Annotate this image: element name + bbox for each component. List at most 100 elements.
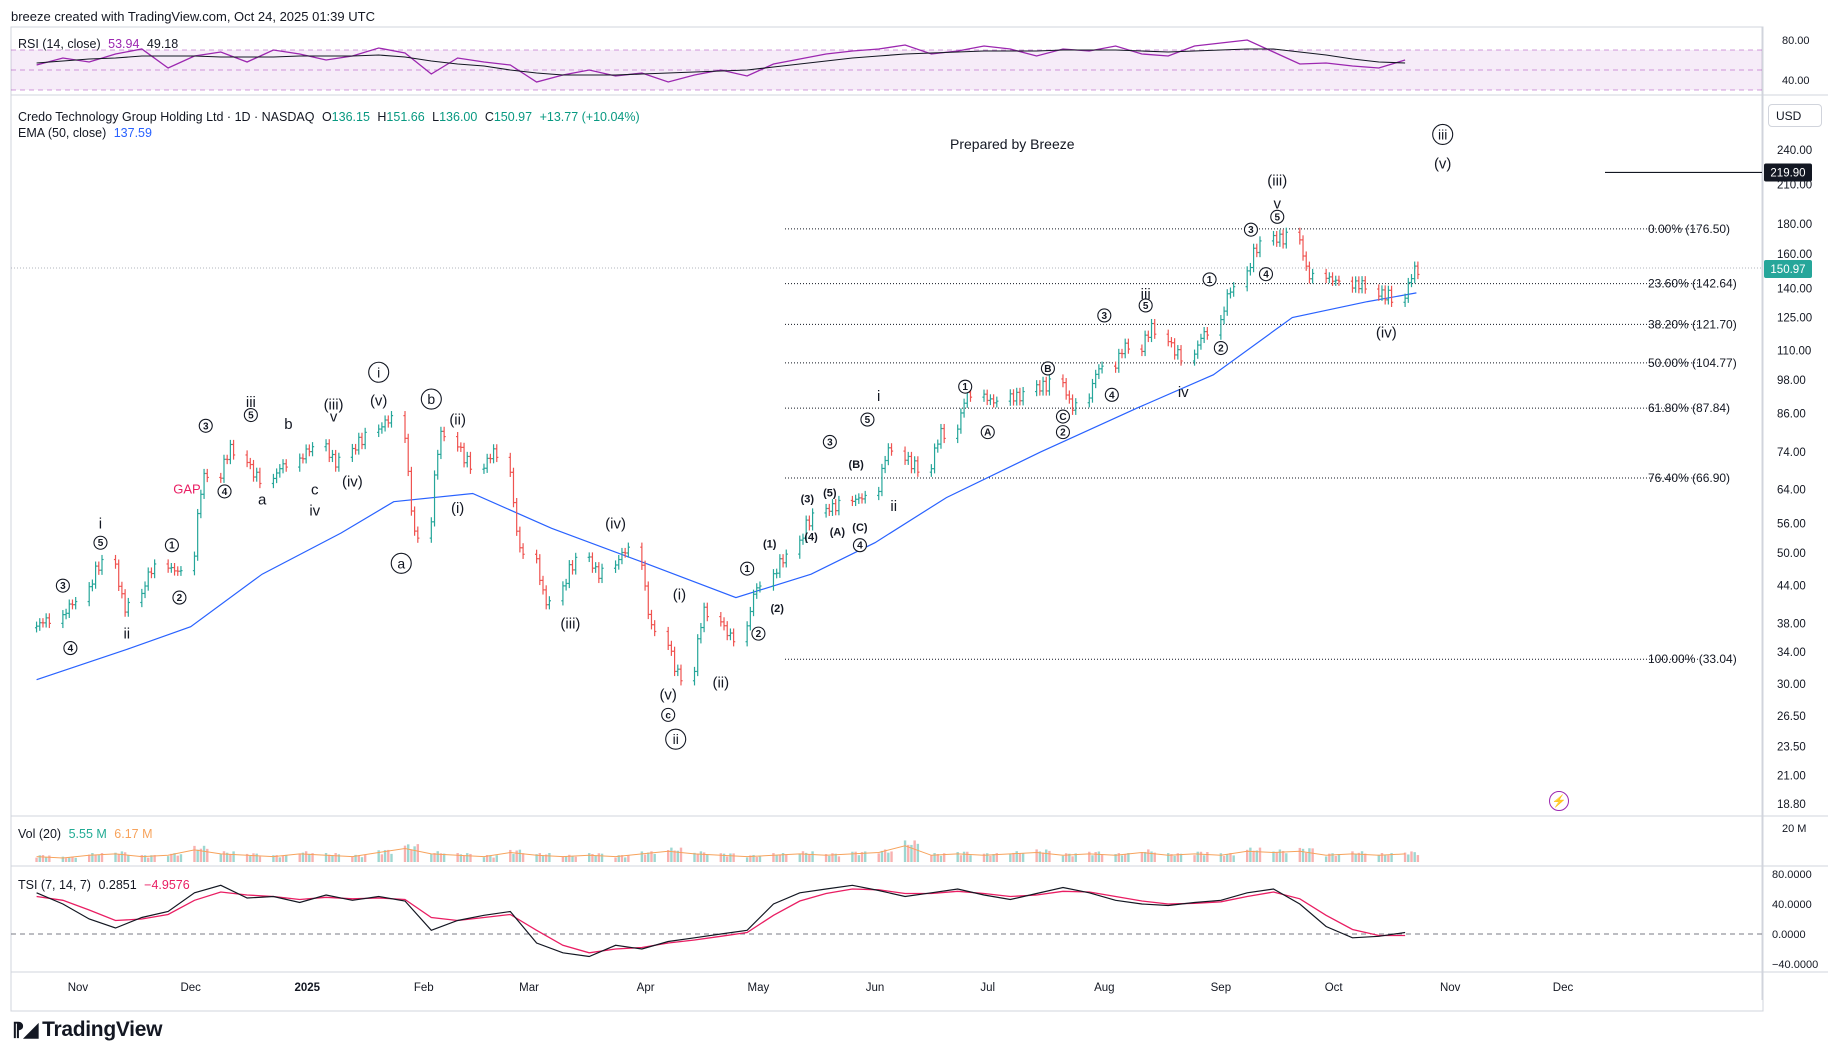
wave-label: (i) bbox=[673, 587, 686, 604]
last-price-tag: 150.97 bbox=[1770, 264, 1805, 276]
volume-bar bbox=[989, 855, 992, 862]
wave-circle bbox=[217, 484, 232, 499]
time-tick-label: 2025 bbox=[294, 982, 320, 994]
price-tick-label: 74.00 bbox=[1777, 447, 1806, 459]
currency-button[interactable]: USD bbox=[1768, 104, 1822, 127]
volume-bar bbox=[416, 844, 420, 862]
fib-label: 76.40% (66.90) bbox=[1648, 471, 1730, 485]
volume-bar bbox=[1364, 853, 1367, 862]
wave-label: 3 bbox=[1102, 311, 1108, 322]
time-tick-label: May bbox=[748, 982, 770, 994]
volume-bar bbox=[495, 855, 498, 862]
volume-bar bbox=[1258, 847, 1262, 862]
wave-label: (iv) bbox=[342, 474, 363, 491]
volume-bar bbox=[1068, 853, 1071, 862]
volume-bar bbox=[1360, 851, 1364, 862]
wave-circle bbox=[1055, 409, 1071, 424]
volume-bar bbox=[383, 850, 387, 862]
volume-bar bbox=[785, 854, 788, 862]
lightning-icon[interactable]: ⚡ bbox=[1549, 791, 1569, 811]
volume-bar bbox=[123, 852, 127, 862]
volume-bar bbox=[357, 855, 360, 862]
wave-label: (v) bbox=[659, 686, 677, 703]
ohlc-open: O136.15 bbox=[321, 110, 370, 124]
wave-label: (ii) bbox=[449, 412, 466, 429]
volume-bar bbox=[729, 853, 732, 862]
volume-bar bbox=[1012, 852, 1015, 862]
wave-label: 2 bbox=[1218, 344, 1224, 355]
wave-circle bbox=[1040, 361, 1055, 376]
volume-bar bbox=[71, 856, 74, 862]
wave-label: i bbox=[877, 388, 880, 405]
wave-circle bbox=[1202, 272, 1217, 287]
wave-label: 4 bbox=[857, 541, 863, 552]
volume-bar bbox=[219, 853, 222, 862]
volume-bar bbox=[1123, 854, 1127, 862]
price-tick-label: 38.00 bbox=[1777, 618, 1806, 630]
rsi-band bbox=[11, 50, 1762, 90]
tsi-value: 0.2851 bbox=[98, 878, 137, 892]
wave-circle bbox=[1213, 340, 1228, 356]
vol-value: 5.55 M bbox=[68, 827, 107, 841]
volume-bar bbox=[1387, 855, 1390, 862]
wave-circle bbox=[665, 728, 687, 750]
volume-bar bbox=[407, 844, 410, 862]
rsi-pane: 80.00 40.00 bbox=[11, 35, 1810, 91]
wave-label: i bbox=[377, 364, 380, 380]
volume-bar bbox=[719, 853, 723, 862]
symbol-legend[interactable]: Credo Technology Group Holding Ltd · 1D … bbox=[18, 110, 644, 124]
volume-bar bbox=[811, 851, 814, 862]
ema-legend[interactable]: EMA (50, close) 137.59 bbox=[18, 126, 156, 140]
volume-bar bbox=[1222, 855, 1226, 862]
volume-bar bbox=[245, 853, 249, 862]
volume-bar bbox=[962, 851, 966, 862]
wave-label: 4 bbox=[1109, 390, 1115, 401]
fib-label: 38.20% (121.70) bbox=[1648, 317, 1737, 331]
volume-bar bbox=[670, 847, 673, 862]
price-tick-label: 86.00 bbox=[1777, 409, 1806, 421]
wave-label: i bbox=[99, 516, 102, 533]
volume-bar bbox=[913, 840, 916, 862]
price-tick-label: 125.00 bbox=[1777, 313, 1812, 325]
volume-bar bbox=[410, 849, 413, 862]
volume-bar bbox=[617, 855, 620, 862]
tradingview-logo[interactable]: ⁋◢ TradingView bbox=[12, 1018, 162, 1042]
time-tick-label: Oct bbox=[1325, 982, 1344, 994]
wave-label: c bbox=[665, 710, 671, 721]
volume-bar bbox=[1334, 855, 1337, 862]
wave-label: (iii) bbox=[560, 615, 580, 632]
volume-bar bbox=[679, 847, 683, 862]
tsi-legend[interactable]: TSI (7, 14, 7) 0.2851 −4.9576 bbox=[18, 878, 194, 892]
price-tick-label: 23.50 bbox=[1777, 742, 1806, 754]
volume-bar bbox=[831, 853, 834, 862]
volume-bar bbox=[588, 853, 591, 862]
volume-bar bbox=[518, 849, 522, 862]
volume-bar bbox=[1071, 856, 1074, 862]
wave-label: iii bbox=[246, 394, 256, 411]
wave-circle bbox=[751, 626, 766, 641]
volume-bar bbox=[538, 853, 541, 862]
volume-ma-line bbox=[36, 845, 1406, 859]
volume-legend[interactable]: Vol (20) 5.55 M 6.17 M bbox=[18, 827, 157, 841]
volume-bar bbox=[304, 851, 308, 862]
volume-bar bbox=[808, 854, 811, 862]
volume-bar bbox=[883, 849, 887, 862]
volume-bar bbox=[48, 855, 51, 862]
volume-bar bbox=[752, 854, 755, 862]
vol-tick-label: 20 M bbox=[1782, 823, 1806, 835]
volume-bar bbox=[804, 852, 808, 862]
wave-label: a bbox=[258, 492, 267, 509]
time-tick-label: Jun bbox=[866, 982, 885, 994]
volume-bar bbox=[206, 848, 209, 862]
rsi-legend[interactable]: RSI (14, close) 53.94 49.18 bbox=[18, 37, 182, 51]
target-price-tag: 219.90 bbox=[1770, 167, 1805, 179]
volume-bar bbox=[1413, 852, 1416, 862]
volume-bar bbox=[966, 851, 969, 862]
price-tick-label: 180.00 bbox=[1777, 219, 1812, 231]
wave-circle bbox=[390, 552, 412, 574]
volume-bar bbox=[311, 853, 314, 862]
volume-bar bbox=[650, 851, 653, 862]
rsi-label: RSI (14, close) bbox=[18, 37, 101, 51]
wave-label: c bbox=[311, 481, 319, 498]
